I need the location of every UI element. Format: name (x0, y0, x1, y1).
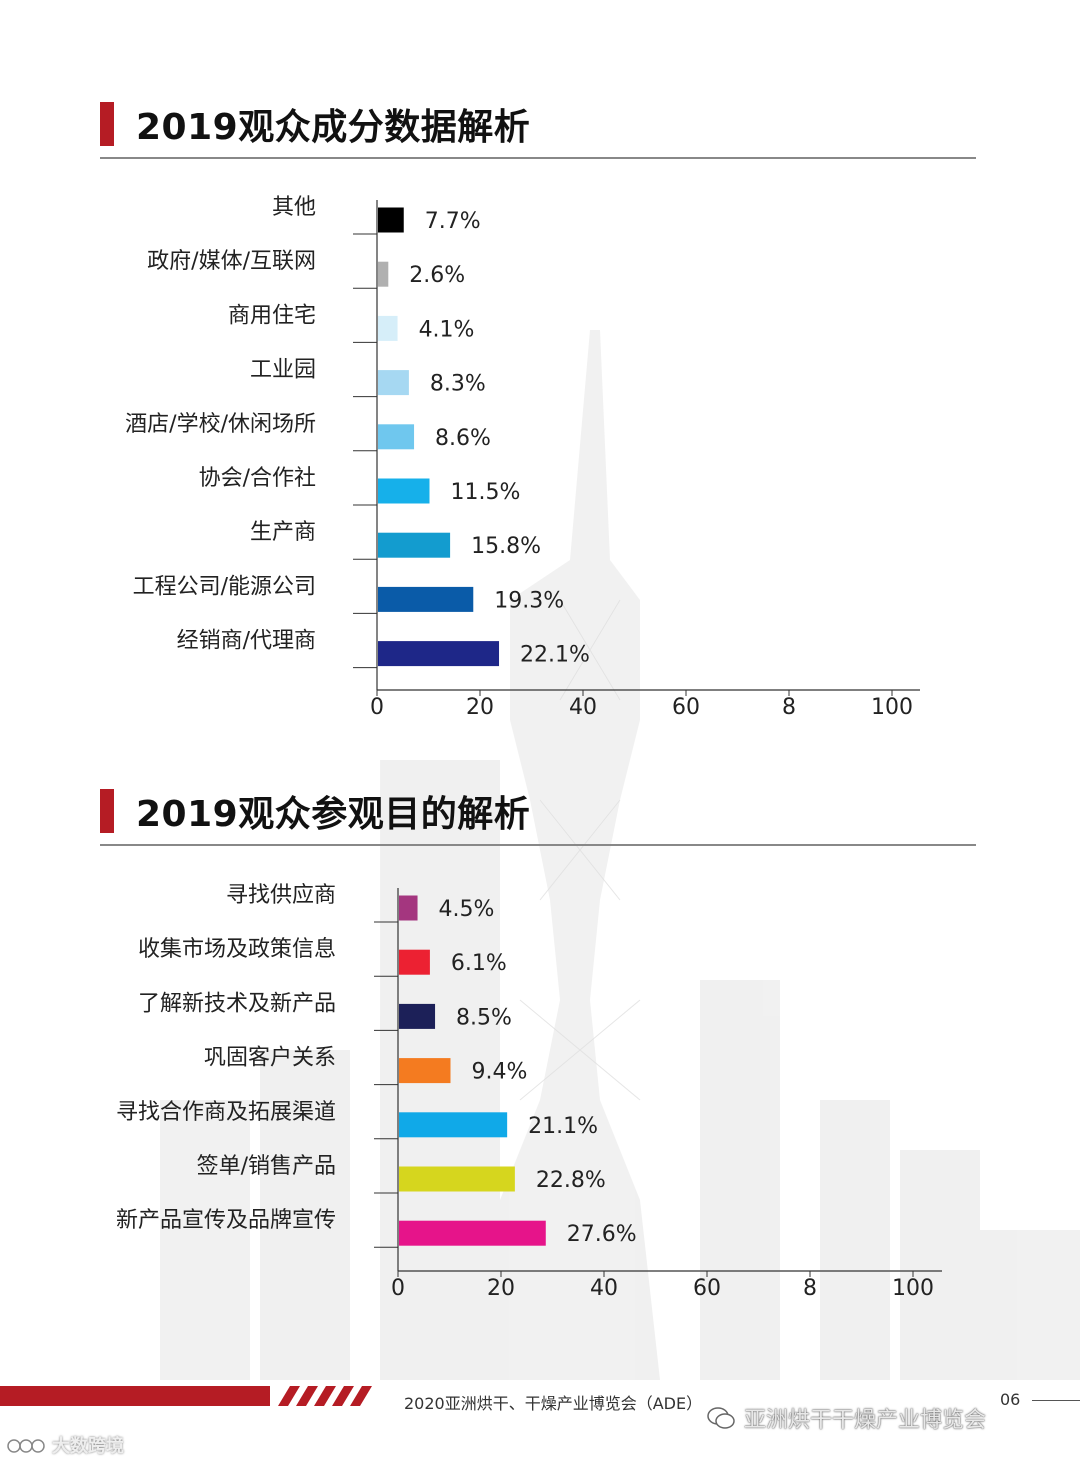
category-label-5: 寻找合作商及拓展渠道 (116, 1100, 336, 1125)
bar-5 (378, 424, 415, 450)
bar-2 (399, 949, 430, 975)
value-label-1: 4.5% (439, 897, 495, 922)
value-label-2: 6.1% (451, 951, 507, 976)
value-label-6: 11.5% (451, 480, 521, 505)
section-title-1: 2019观众成分数据解析 (100, 98, 530, 150)
x-tick-label-4: 60 (672, 695, 700, 720)
footer-text: 2020亚洲烘干、干燥产业博览会（ADE） (404, 1394, 703, 1413)
value-label-4: 9.4% (472, 1060, 528, 1085)
value-label-8: 19.3% (494, 588, 564, 613)
bar-8 (378, 586, 474, 612)
x-tick-label-3: 40 (590, 1276, 618, 1301)
chart-audience-composition: 其他 7.7% 政府/媒体/互联网 2.6% 商用住宅 4.1% 工业园 8.3% 酒店/学校/… (125, 195, 920, 720)
value-label-3: 4.1% (419, 317, 475, 342)
value-label-1: 7.7% (425, 209, 481, 234)
category-label-4: 巩固客户关系 (204, 1046, 336, 1071)
value-label-4: 8.3% (430, 372, 486, 397)
category-label-1: 其他 (272, 195, 316, 220)
bar-5 (399, 1112, 508, 1138)
category-label-6: 签单/销售产品 (197, 1154, 336, 1179)
value-label-5: 21.1% (528, 1114, 598, 1139)
x-tick-label-3: 40 (569, 695, 597, 720)
x-tick-label-2: 20 (487, 1276, 515, 1301)
title-accent-bar (100, 102, 114, 146)
value-label-6: 22.8% (536, 1168, 606, 1193)
category-label-3: 商用住宅 (228, 303, 316, 328)
value-label-7: 15.8% (471, 534, 541, 559)
page-number: 06 (1000, 1390, 1021, 1409)
x-tick-label-6: 100 (871, 695, 913, 720)
value-label-3: 8.5% (456, 1005, 512, 1030)
bar-1 (378, 207, 404, 233)
x-tick-label-1: 0 (370, 695, 384, 720)
bar-2 (378, 261, 389, 287)
category-label-2: 政府/媒体/互联网 (147, 249, 316, 274)
corner-watermark: 大数跨境 (6, 1432, 124, 1458)
category-label-2: 收集市场及政策信息 (138, 937, 336, 962)
bar-3 (378, 315, 398, 341)
x-tick-label-2: 20 (466, 695, 494, 720)
bar-7 (378, 532, 451, 558)
x-tick-label-5: 8 (803, 1276, 817, 1301)
chart-1-title: 2019观众成分数据解析 (136, 107, 531, 148)
bar-1 (399, 895, 418, 921)
corner-logo-icon (7, 1439, 45, 1453)
x-tick-label-4: 60 (693, 1276, 721, 1301)
value-label-9: 22.1% (520, 643, 590, 668)
category-label-1: 寻找供应商 (226, 883, 336, 908)
bar-7 (399, 1220, 546, 1246)
x-tick-label-6: 100 (892, 1276, 934, 1301)
wechat-watermark: 亚洲烘干干燥产业博览会 (706, 1402, 986, 1434)
bar-9 (378, 641, 500, 667)
title-divider-2 (100, 844, 976, 846)
category-label-5: 酒店/学校/休闲场所 (125, 412, 316, 437)
chart-visit-purpose: 寻找供应商 4.5% 收集市场及政策信息 6.1% 了解新技术及新产品 8.5% 巩固客户关… (116, 883, 942, 1301)
corner-watermark-text: 大数跨境 (52, 1436, 124, 1457)
bar-3 (399, 1003, 436, 1029)
category-label-7: 新产品宣传及品牌宣传 (116, 1208, 336, 1233)
category-label-3: 了解新技术及新产品 (138, 991, 336, 1016)
title-divider-1 (100, 157, 976, 159)
bar-6 (378, 478, 430, 504)
value-label-2: 2.6% (409, 263, 465, 288)
x-tick-label-1: 0 (391, 1276, 405, 1301)
value-label-5: 8.6% (435, 426, 491, 451)
x-tick-label-5: 8 (782, 695, 796, 720)
bar-4 (378, 370, 409, 396)
page-rule (1032, 1400, 1080, 1401)
bar-4 (399, 1058, 451, 1084)
wechat-watermark-text: 亚洲烘干干燥产业博览会 (744, 1408, 987, 1433)
footer-stripe-band (0, 1386, 372, 1406)
title-accent-bar (100, 789, 114, 833)
chart-2-title: 2019观众参观目的解析 (136, 794, 531, 835)
category-label-7: 生产商 (250, 520, 316, 545)
value-label-7: 27.6% (567, 1222, 637, 1247)
bar-6 (399, 1166, 515, 1192)
category-label-4: 工业园 (250, 358, 316, 383)
category-label-6: 协会/合作社 (199, 466, 316, 491)
category-label-8: 工程公司/能源公司 (133, 574, 316, 599)
category-label-9: 经销商/代理商 (177, 629, 316, 654)
wechat-icon (707, 1407, 735, 1429)
section-title-2: 2019观众参观目的解析 (100, 785, 530, 837)
